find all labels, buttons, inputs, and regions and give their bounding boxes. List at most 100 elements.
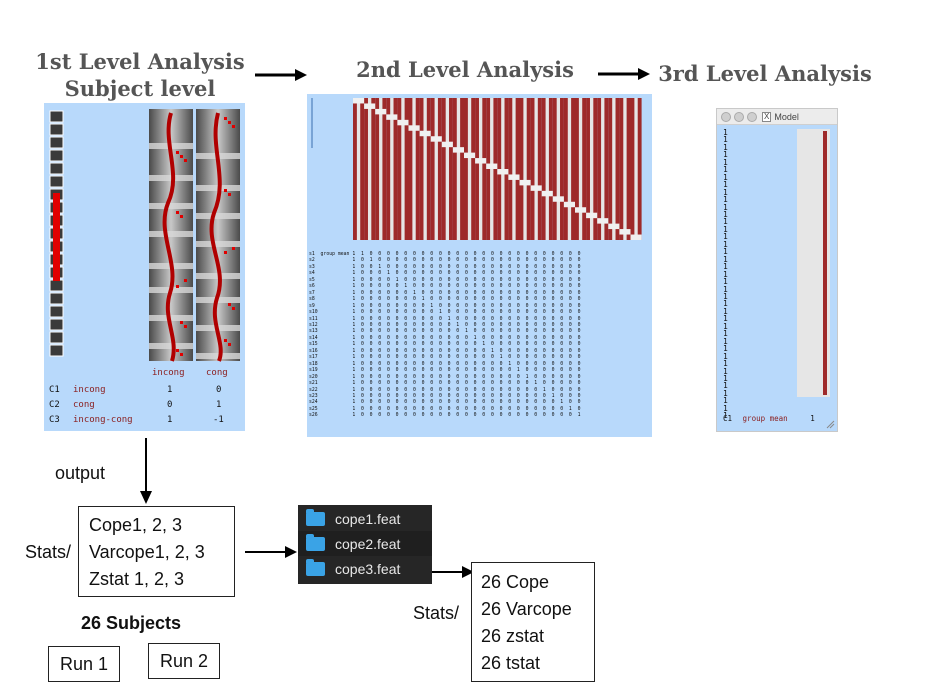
model-value: 1 [723, 359, 728, 369]
group-output-item: 26 zstat [481, 626, 545, 646]
group-output-item: 26 Varcope [481, 599, 572, 619]
ev-table-row: s9 1 0 0 0 0 0 0 0 0 1 0 0 0 0 0 0 0 0 0… [309, 303, 587, 309]
group-output-item: 26 tstat [481, 653, 541, 673]
window-title: Model [774, 111, 799, 122]
second-level-title: 2nd Level Analysis [356, 57, 574, 82]
ev-table-row: s4 1 0 0 0 1 0 0 0 0 0 0 0 0 0 0 0 0 0 0… [309, 271, 587, 277]
model-value: 1 [723, 150, 728, 160]
model-value: 1 [723, 172, 728, 182]
second-level-design-matrix [311, 98, 642, 240]
model-value: 1 [723, 329, 728, 339]
model-value: 1 [723, 373, 728, 383]
ev-table-row: s23 1 0 0 0 0 0 0 0 0 0 0 0 0 0 0 0 0 0 … [309, 393, 587, 399]
first-level-col-incong: incong [152, 368, 185, 378]
ev-table-row: s22 1 0 0 0 0 0 0 0 0 0 0 0 0 0 0 0 0 0 … [309, 387, 587, 393]
model-value: 1 [723, 254, 728, 264]
folder-icon [306, 508, 325, 526]
model-value: 1 [723, 344, 728, 354]
model-value: 1 [723, 135, 728, 145]
model-value: 1 [723, 284, 728, 294]
model-value: 1 [723, 187, 728, 197]
ev-table-row: s19 1 0 0 0 0 0 0 0 0 0 0 0 0 0 0 0 0 0 … [309, 368, 587, 374]
window-titlebar[interactable]: X Model [717, 109, 837, 125]
contrast-row: C1 incong 1 0 [49, 385, 222, 395]
first-level-title: 1st Level Analysis Subject level [30, 48, 250, 102]
model-value: 1 [723, 403, 728, 413]
model-value: 1 [723, 336, 728, 346]
model-value: 1 [723, 388, 728, 398]
second-level-ev-table: s1 group mean 1 1 0 0 0 0 0 0 0 0 0 0 0 … [309, 252, 586, 420]
subject-output-item: Cope1, 2, 3 [89, 515, 183, 535]
group-output-item: 26 Cope [481, 572, 550, 592]
ev-table-row: s5 1 0 0 0 0 1 0 0 0 0 0 0 0 0 0 0 0 0 0… [309, 277, 587, 283]
stats-label-1: Stats/ [25, 542, 72, 562]
first-level-title-line2: Subject level [64, 76, 216, 101]
first-level-contrast-table: C1 incong 1 0 C2 cong 0 1 C3 incong-cong… [49, 383, 239, 428]
arrow-second-to-third [598, 68, 650, 80]
model-value: 1 [723, 306, 728, 316]
model-value: 1 [723, 202, 728, 212]
ev-table-row: s15 1 0 0 0 0 0 0 0 0 0 0 0 0 0 0 1 0 0 … [309, 342, 587, 348]
third-level-design-column [797, 129, 830, 397]
x11-icon: X [762, 111, 772, 122]
ev-table-row: s7 1 0 0 0 0 0 0 1 0 0 0 0 0 0 0 0 0 0 0… [309, 290, 587, 296]
run-1-box: Run 1 [48, 646, 120, 682]
model-value: 1 [723, 224, 728, 234]
window-minimize-button[interactable] [734, 111, 744, 122]
model-value: 1 [723, 366, 728, 376]
output-label: output [55, 463, 106, 483]
model-value: 1 [723, 351, 728, 361]
ev-table-row: s13 1 0 0 0 0 0 0 0 0 0 0 0 0 1 0 0 0 0 … [309, 329, 587, 335]
model-value: 1 [723, 142, 728, 152]
model-value: 1 [723, 209, 728, 219]
model-value: 1 [723, 157, 728, 167]
ev-table-row: s11 1 0 0 0 0 0 0 0 0 0 0 1 0 0 0 0 0 0 … [309, 316, 587, 322]
stats-label-2: Stats/ [413, 603, 460, 623]
model-value: 1 [723, 128, 728, 137]
ev-table-row: s20 1 0 0 0 0 0 0 0 0 0 0 0 0 0 0 0 0 0 … [309, 374, 587, 380]
ev-table-row: s25 1 0 0 0 0 0 0 0 0 0 0 0 0 0 0 0 0 0 … [309, 406, 587, 412]
run-2-box: Run 2 [148, 643, 220, 679]
ev-table-row: s16 1 0 0 0 0 0 0 0 0 0 0 0 0 0 0 0 1 0 … [309, 348, 587, 354]
model-value: 1 [723, 269, 728, 279]
group-outputs-box: 26 Cope 26 Varcope 26 zstat 26 tstat [471, 562, 595, 682]
subject-output-item: Varcope1, 2, 3 [89, 542, 205, 562]
folder-icon [306, 558, 325, 576]
ev-table-row: s6 1 0 0 0 0 0 1 0 0 0 0 0 0 0 0 0 0 0 0… [309, 284, 587, 290]
first-level-timing-column [49, 110, 64, 357]
ev-table-row: s17 1 0 0 0 0 0 0 0 0 0 0 0 0 0 0 0 0 1 … [309, 355, 587, 361]
model-value: 1 [723, 262, 728, 272]
resize-grip-icon[interactable] [825, 419, 835, 429]
feat-folder-item[interactable]: cope1.feat [298, 506, 432, 531]
third-level-title: 3rd Level Analysis [658, 61, 872, 86]
model-value: 1 [723, 247, 728, 257]
ev-table-row: s14 1 0 0 0 0 0 0 0 0 0 0 0 0 0 1 0 0 0 … [309, 335, 587, 341]
ev-table-row: s18 1 0 0 0 0 0 0 0 0 0 0 0 0 0 0 0 0 0 … [309, 361, 587, 367]
feat-folder-item[interactable]: cope2.feat [298, 531, 432, 556]
model-value: 1 [723, 396, 728, 406]
model-value: 1 [723, 277, 728, 287]
third-level-contrast-row: C1 group mean 1 [723, 414, 815, 423]
contrast-row: C2 cong 0 1 [49, 400, 222, 410]
feat-folder-item[interactable]: cope3.feat [298, 556, 432, 581]
subject-outputs-box: Cope1, 2, 3 Varcope1, 2, 3 Zstat 1, 2, 3 [78, 506, 235, 597]
first-level-col-cong: cong [206, 368, 228, 378]
model-value: 1 [723, 239, 728, 249]
second-level-design-panel: s1 group mean 1 1 0 0 0 0 0 0 0 0 0 0 0 … [307, 94, 652, 437]
ev-table-row: s26 1 0 0 0 0 0 0 0 0 0 0 0 0 0 0 0 0 0 … [309, 413, 587, 419]
feat-folder-list: cope1.feat cope2.feat cope3.feat [298, 505, 432, 584]
first-level-design-panel: incong cong C1 incong 1 0 C2 cong 0 1 C3… [44, 103, 245, 431]
model-value: 1 [723, 299, 728, 309]
contrast-row: C3 incong-cong 1 -1 [49, 415, 224, 425]
window-close-button[interactable] [721, 111, 731, 122]
first-level-title-line1: 1st Level Analysis [35, 49, 245, 74]
model-value: 1 [723, 165, 728, 175]
arrow-to-group-outputs [432, 566, 474, 578]
ev-table-row: s21 1 0 0 0 0 0 0 0 0 0 0 0 0 0 0 0 0 0 … [309, 381, 587, 387]
arrow-first-to-second [255, 69, 307, 81]
second-level-diagonal [353, 98, 642, 240]
window-maximize-button[interactable] [747, 111, 757, 122]
model-value: 1 [723, 180, 728, 190]
model-value: 1 [723, 314, 728, 324]
